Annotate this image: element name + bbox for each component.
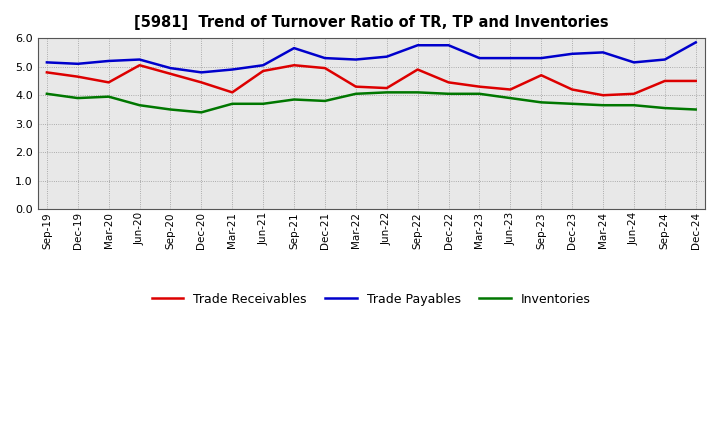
Trade Payables <box>166 66 175 71</box>
Inventories <box>537 100 546 105</box>
Trade Receivables <box>475 84 484 89</box>
Inventories <box>444 91 453 96</box>
Trade Payables <box>135 57 144 62</box>
Trade Payables <box>413 43 422 48</box>
Trade Receivables <box>537 73 546 78</box>
Trade Payables <box>259 62 268 68</box>
Trade Payables <box>42 60 51 65</box>
Trade Receivables <box>444 80 453 85</box>
Trade Payables <box>228 67 237 72</box>
Trade Payables <box>691 40 700 45</box>
Trade Payables <box>351 57 360 62</box>
Inventories <box>320 98 329 103</box>
Inventories <box>568 101 577 106</box>
Trade Payables <box>568 51 577 56</box>
Inventories <box>135 103 144 108</box>
Inventories <box>166 107 175 112</box>
Trade Payables <box>197 70 206 75</box>
Trade Payables <box>289 45 298 51</box>
Inventories <box>691 107 700 112</box>
Inventories <box>413 90 422 95</box>
Inventories <box>228 101 237 106</box>
Inventories <box>629 103 638 108</box>
Trade Payables <box>382 54 391 59</box>
Trade Receivables <box>104 80 113 85</box>
Inventories <box>599 103 608 108</box>
Inventories <box>289 97 298 102</box>
Trade Receivables <box>351 84 360 89</box>
Trade Receivables <box>660 78 669 84</box>
Trade Receivables <box>320 66 329 71</box>
Trade Receivables <box>73 74 82 79</box>
Inventories <box>259 101 268 106</box>
Inventories <box>104 94 113 99</box>
Trade Receivables <box>691 78 700 84</box>
Trade Payables <box>537 55 546 61</box>
Trade Receivables <box>135 62 144 68</box>
Trade Payables <box>475 55 484 61</box>
Trade Payables <box>104 59 113 64</box>
Inventories <box>660 106 669 111</box>
Inventories <box>382 90 391 95</box>
Trade Payables <box>320 55 329 61</box>
Trade Receivables <box>382 85 391 91</box>
Title: [5981]  Trend of Turnover Ratio of TR, TP and Inventories: [5981] Trend of Turnover Ratio of TR, TP… <box>134 15 608 30</box>
Trade Payables <box>629 60 638 65</box>
Trade Receivables <box>599 92 608 98</box>
Trade Receivables <box>506 87 515 92</box>
Line: Trade Payables: Trade Payables <box>47 42 696 72</box>
Trade Receivables <box>197 80 206 85</box>
Inventories <box>351 91 360 96</box>
Inventories <box>73 95 82 101</box>
Trade Payables <box>73 61 82 66</box>
Trade Receivables <box>413 67 422 72</box>
Trade Receivables <box>259 68 268 73</box>
Line: Inventories: Inventories <box>47 92 696 112</box>
Trade Receivables <box>568 87 577 92</box>
Trade Payables <box>444 43 453 48</box>
Inventories <box>197 110 206 115</box>
Legend: Trade Receivables, Trade Payables, Inventories: Trade Receivables, Trade Payables, Inven… <box>147 288 595 311</box>
Trade Receivables <box>228 90 237 95</box>
Trade Payables <box>506 55 515 61</box>
Line: Trade Receivables: Trade Receivables <box>47 65 696 95</box>
Inventories <box>475 91 484 96</box>
Trade Receivables <box>629 91 638 96</box>
Trade Receivables <box>166 71 175 77</box>
Trade Payables <box>599 50 608 55</box>
Trade Payables <box>660 57 669 62</box>
Trade Receivables <box>289 62 298 68</box>
Inventories <box>506 95 515 101</box>
Inventories <box>42 91 51 96</box>
Trade Receivables <box>42 70 51 75</box>
